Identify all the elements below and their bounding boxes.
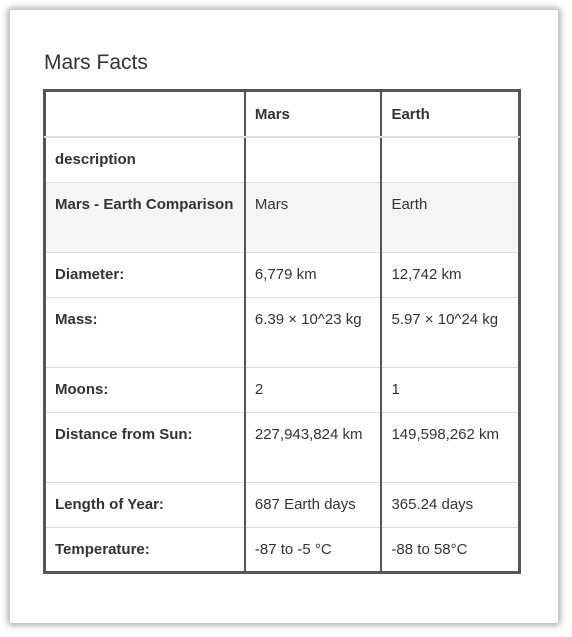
table-row: Length of Year: 687 Earth days 365.24 da… [44, 481, 520, 528]
earth-value: 365.24 days [380, 481, 520, 528]
row-label: Temperature: [44, 526, 246, 573]
mars-value: 227,943,824 km [244, 411, 383, 483]
table-row: Moons: 2 1 [44, 366, 520, 413]
facts-card: Mars Facts Mars Earth description Mars -… [10, 10, 558, 623]
earth-value: 1 [380, 366, 520, 413]
row-label: Mars - Earth Comparison [44, 181, 246, 253]
header-cell-mars: Mars [244, 90, 383, 138]
row-label: Distance from Sun: [44, 411, 246, 483]
table-row: Temperature: -87 to -5 °C -88 to 58°C [44, 526, 520, 573]
earth-value: -88 to 58°C [380, 526, 520, 573]
table-row: description [44, 136, 520, 183]
row-label: Diameter: [44, 251, 246, 298]
mars-value [244, 136, 383, 183]
mars-value: -87 to -5 °C [244, 526, 383, 573]
earth-value: 5.97 × 10^24 kg [380, 296, 520, 368]
row-label: Length of Year: [44, 481, 246, 528]
earth-value [380, 136, 520, 183]
row-label: Moons: [44, 366, 246, 413]
mars-value: Mars [244, 181, 383, 253]
table-row: Distance from Sun: 227,943,824 km 149,59… [44, 411, 520, 483]
mars-value: 687 Earth days [244, 481, 383, 528]
header-cell-earth: Earth [380, 90, 520, 138]
mars-value: 6.39 × 10^23 kg [244, 296, 383, 368]
table-header-row: Mars Earth [44, 90, 520, 138]
mars-facts-table: Mars Earth description Mars - Earth Comp… [43, 89, 521, 574]
page-title: Mars Facts [44, 51, 148, 74]
table-row: Diameter: 6,779 km 12,742 km [44, 251, 520, 298]
header-cell-blank [44, 90, 246, 138]
earth-value: Earth [380, 181, 520, 253]
mars-value: 2 [244, 366, 383, 413]
table-row: Mars - Earth Comparison Mars Earth [44, 181, 520, 253]
row-label: Mass: [44, 296, 246, 368]
mars-value: 6,779 km [244, 251, 383, 298]
table-row: Mass: 6.39 × 10^23 kg 5.97 × 10^24 kg [44, 296, 520, 368]
row-label: description [44, 136, 246, 183]
earth-value: 12,742 km [380, 251, 520, 298]
earth-value: 149,598,262 km [380, 411, 520, 483]
